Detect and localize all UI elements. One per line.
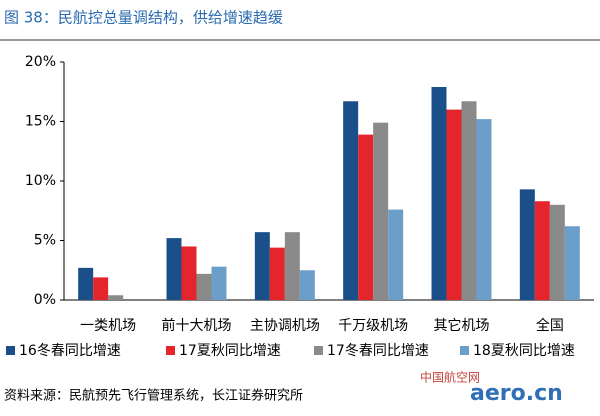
- watermark: 中国航空网: [420, 370, 480, 385]
- watermark: aero.cn: [470, 381, 563, 406]
- bar: [108, 295, 124, 300]
- bar: [534, 201, 550, 300]
- bar: [431, 86, 447, 301]
- bar: [181, 246, 197, 300]
- legend-label: 17冬春同比增速: [327, 343, 429, 359]
- bar: [358, 134, 374, 300]
- x-tick-label: 其它机场: [434, 317, 490, 334]
- bar: [211, 266, 227, 300]
- legend-swatch: [166, 346, 175, 355]
- bar: [269, 247, 285, 300]
- bar: [78, 267, 94, 300]
- source: 资料来源：民航预先飞行管理系统，长江证券研究所: [4, 388, 303, 404]
- bar: [93, 277, 109, 300]
- bar: [254, 232, 270, 300]
- bar: [299, 270, 315, 300]
- bar: [549, 204, 565, 300]
- legend-label: 16冬春同比增速: [19, 343, 121, 359]
- legend-label: 18夏秋同比增速: [473, 343, 575, 359]
- bar: [446, 109, 462, 300]
- bar: [196, 273, 212, 300]
- y-tick-label: 20%: [25, 54, 56, 70]
- bar: [343, 101, 359, 301]
- x-tick-label: 前十大机场: [162, 317, 232, 334]
- y-tick-label: 10%: [25, 173, 56, 189]
- bar: [519, 189, 535, 300]
- y-tick-label: 0%: [34, 292, 56, 308]
- bar: [284, 232, 300, 300]
- legend-swatch: [460, 346, 469, 355]
- chart-title: 图 38：民航控总量调结构，供给增速趋缓: [4, 9, 283, 27]
- x-tick-label: 主协调机场: [250, 318, 320, 334]
- bar: [166, 238, 182, 300]
- y-tick-label: 5%: [34, 233, 56, 249]
- bar: [373, 122, 389, 300]
- x-tick-label: 千万级机场: [338, 318, 408, 334]
- legend-label: 17夏秋同比增速: [179, 343, 281, 359]
- x-tick-label: 全国: [536, 317, 564, 334]
- legend-swatch: [6, 346, 15, 355]
- bar: [476, 119, 492, 301]
- y-tick-label: 15%: [25, 114, 56, 130]
- legend-swatch: [314, 346, 323, 355]
- bar: [461, 101, 477, 301]
- bar: [388, 209, 404, 300]
- bar: [564, 226, 580, 300]
- x-tick-label: 一类机场: [80, 318, 136, 334]
